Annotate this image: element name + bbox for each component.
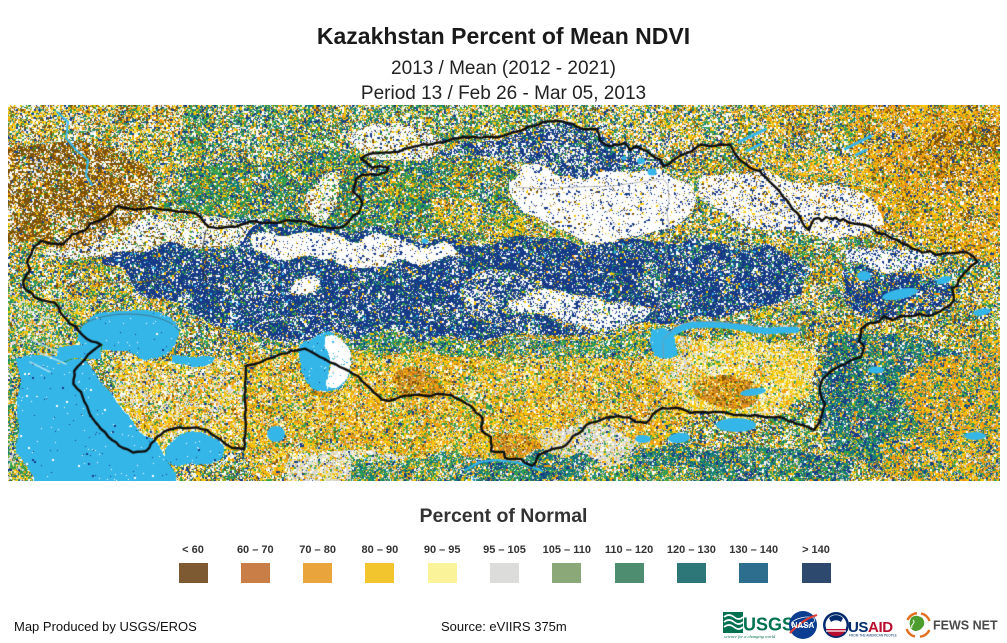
svg-text:USGS: USGS <box>743 615 794 635</box>
svg-text:USAID: USAID <box>848 619 893 636</box>
svg-text:science for a changing world: science for a changing world <box>724 634 776 639</box>
svg-text:NASA: NASA <box>792 621 815 630</box>
svg-text:FEWS NET: FEWS NET <box>933 619 998 633</box>
svg-text:FROM THE AMERICAN PEOPLE: FROM THE AMERICAN PEOPLE <box>849 634 897 638</box>
